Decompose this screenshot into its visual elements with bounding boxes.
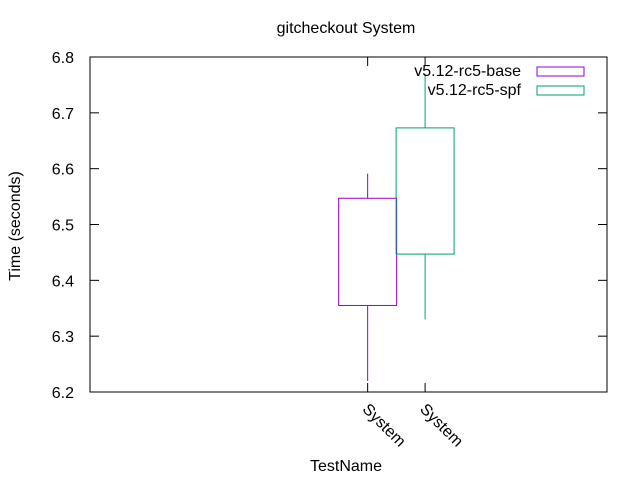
y-tick-label: 6.2 <box>52 385 74 402</box>
legend-label: v5.12-rc5-spf <box>428 82 522 99</box>
legend-swatch <box>536 66 585 77</box>
y-tick-label: 6.6 <box>52 162 74 179</box>
legend-label: v5.12-rc5-base <box>414 63 521 80</box>
legend: v5.12-rc5-base v5.12-rc5-spf <box>414 63 585 99</box>
x-axis-label: TestName <box>310 458 382 475</box>
y-tick-label: 6.7 <box>52 106 74 123</box>
box-rect <box>395 127 455 255</box>
legend-swatch <box>536 85 585 96</box>
y-axis-label: Time (seconds) <box>7 171 24 281</box>
y-tick-label: 6.8 <box>52 50 74 67</box>
chart-title: gitcheckout System <box>277 20 416 37</box>
y-tick-label: 6.5 <box>52 218 74 235</box>
box-rect <box>338 197 398 306</box>
y-tick-label: 6.3 <box>52 329 74 346</box>
y-tick-label: 6.4 <box>52 273 74 290</box>
